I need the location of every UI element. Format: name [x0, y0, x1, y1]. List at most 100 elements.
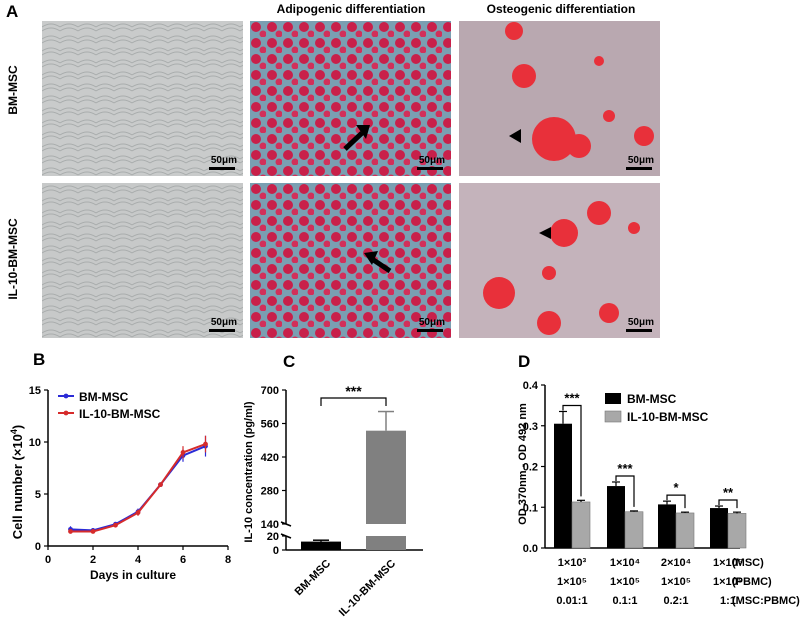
data-point — [180, 450, 186, 455]
data-point — [68, 529, 73, 534]
bar-upper — [366, 430, 406, 524]
bar — [607, 486, 625, 548]
bar — [624, 511, 644, 549]
significance-bracket — [718, 499, 738, 509]
panel-b-xlabel: Days in culture — [90, 568, 176, 582]
panel-c-ylabel: IL-10 concentration (pg/ml) — [243, 401, 255, 543]
data-point — [113, 522, 118, 528]
ratio-label: 0.01:1 — [556, 595, 587, 607]
bar-lower — [366, 536, 406, 550]
micrograph-bm-msc-osteogenic: 50μm — [459, 21, 660, 176]
row-label-il10-bm-msc: IL-10-BM-MSC — [6, 218, 20, 300]
bar — [675, 512, 695, 549]
series-line — [70, 443, 206, 533]
y-tick-label: 0.2 — [523, 462, 538, 474]
x-tick-label: 0 — [45, 554, 51, 566]
panel-d-chart: 0.00.10.20.30.4***1×10³1×10⁵0.01:1***1×1… — [517, 380, 800, 607]
y-tick-label: 15 — [29, 385, 41, 397]
scale-bar-label: 50μm — [418, 317, 445, 328]
panel-b-letter: B — [33, 350, 46, 369]
bar — [554, 423, 572, 548]
data-point — [135, 510, 141, 516]
x-tick-label: IL-10-BM-MSC — [337, 558, 398, 619]
legend-marker — [63, 410, 69, 416]
legend-swatch — [604, 410, 622, 423]
bar — [301, 541, 341, 550]
msc-count-label: 1×10⁵ — [713, 557, 743, 569]
legend-label: BM-MSC — [79, 390, 129, 404]
significance-label: *** — [617, 461, 633, 476]
y-tick-label: 0 — [273, 545, 279, 557]
legend-swatch — [605, 393, 621, 404]
pbmc-count-label: 1×10⁵ — [610, 576, 640, 588]
significance-bracket — [320, 397, 387, 406]
x-tick-label: 8 — [225, 554, 231, 566]
y-tick-label: 420 — [261, 452, 279, 464]
panel-b-ylabel: Cell number (×104) — [9, 425, 25, 539]
series-line — [70, 445, 206, 532]
panel-c-letter: C — [283, 352, 296, 371]
y-tick-label: 20 — [267, 531, 279, 543]
ratio-label: 0.1:1 — [612, 595, 637, 607]
adipogenic-title: Adipogenic differentiation — [276, 2, 426, 16]
y-tick-label: 0.1 — [523, 502, 538, 514]
bar — [658, 504, 676, 548]
y-tick-label: 0.4 — [523, 380, 539, 392]
pbmc-count-label: 1×10⁵ — [557, 576, 587, 588]
y-tick-label: 5 — [35, 489, 41, 501]
x-tick-label: 4 — [135, 554, 142, 566]
scale-bar-label: 50μm — [210, 155, 237, 166]
osteogenic-title: Osteogenic differentiation — [486, 2, 636, 16]
msc-count-label: 1×10³ — [558, 557, 587, 569]
y-tick-label: 0.3 — [523, 421, 538, 433]
scale-bar-label: 50μm — [210, 317, 237, 328]
significance-bracket — [666, 494, 686, 509]
y-tick-label: 700 — [261, 385, 279, 397]
significance-label: *** — [564, 390, 580, 405]
micrograph-il10-adipogenic: 50μm — [250, 183, 451, 338]
micrograph-bm-msc-control: 50μm — [42, 21, 243, 176]
x-tick-label: 2 — [90, 554, 96, 566]
panel-a-letter: A — [6, 2, 19, 21]
x-tick-label: BM-MSC — [293, 558, 333, 598]
y-tick-label: 0 — [35, 541, 41, 553]
micrograph-il10-control: 50μm — [42, 183, 243, 338]
y-tick-label: 140 — [261, 519, 279, 531]
y-tick-label: 560 — [261, 419, 279, 431]
bar — [727, 513, 747, 549]
significance-label: *** — [345, 383, 362, 399]
row-label: (MSC) — [732, 557, 764, 569]
scale-bar-label: 50μm — [418, 155, 445, 166]
row-label-bm-msc: BM-MSC — [6, 65, 20, 115]
legend-label: IL-10-BM-MSC — [79, 407, 161, 421]
micrograph-il10-osteogenic: 50μm — [459, 183, 660, 338]
panel-d-ylabel: OD 370nm - OD 492 nm — [517, 403, 529, 525]
ratio-label: 1:1 — [720, 595, 736, 607]
micrograph-bm-msc-adipogenic: 50μm — [250, 21, 451, 176]
bar — [571, 501, 591, 549]
data-point — [158, 482, 163, 488]
scale-bar-label: 50μm — [627, 317, 654, 328]
pbmc-count-label: 1×10⁵ — [713, 576, 743, 588]
x-tick-label: 6 — [180, 554, 186, 566]
msc-count-label: 1×10⁴ — [610, 557, 640, 569]
pbmc-count-label: 1×10⁵ — [661, 576, 691, 588]
significance-label: ** — [723, 485, 734, 500]
y-tick-label: 10 — [29, 437, 41, 449]
row-label: (PBMC) — [732, 576, 772, 588]
data-point — [203, 441, 208, 447]
y-tick-label: 280 — [261, 486, 279, 498]
ratio-label: 0.2:1 — [663, 595, 688, 607]
msc-count-label: 2×10⁴ — [661, 557, 691, 569]
significance-bracket — [562, 404, 582, 497]
data-point — [90, 529, 96, 534]
bar — [710, 508, 728, 548]
significance-bracket — [615, 475, 635, 507]
legend-marker — [63, 393, 69, 399]
legend-label: IL-10-BM-MSC — [627, 410, 709, 424]
panel-b-chart: 0 5 10 15 0 2 4 6 8 BM-MSC IL-10-BM-MSC Cell numbe… — [9, 385, 231, 582]
scale-bar-label: 50μm — [627, 155, 654, 166]
row-label: (MSC:PBMC) — [732, 595, 800, 607]
panel-d-letter: D — [518, 352, 531, 371]
